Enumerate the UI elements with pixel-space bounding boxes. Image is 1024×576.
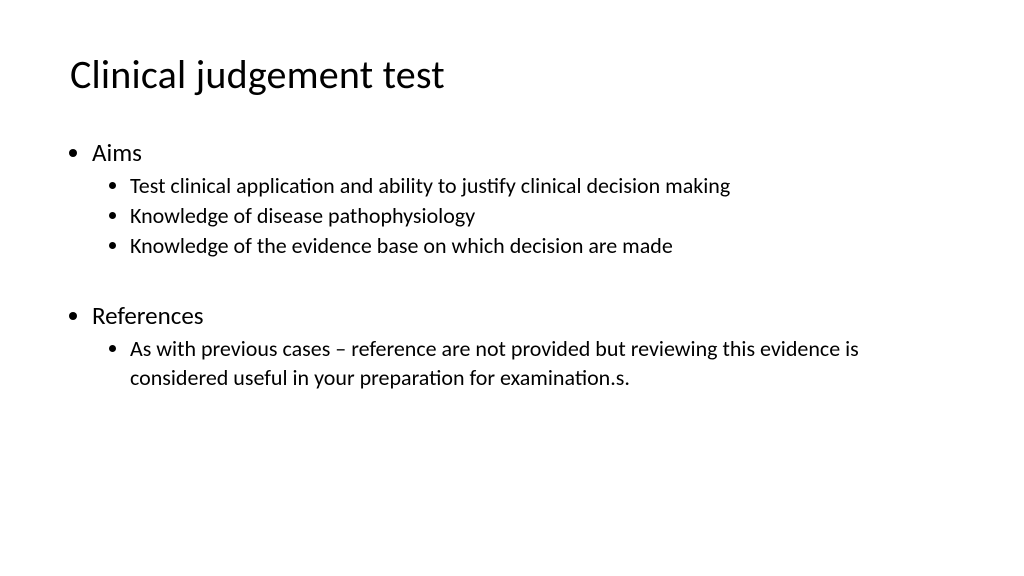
sub-bullet: As with previous cases – reference are n… bbox=[130, 335, 954, 391]
bullet-list: Aims Test clinical application and abili… bbox=[70, 137, 954, 392]
sub-bullet: Knowledge of disease pathophysiology bbox=[130, 202, 954, 230]
sub-bullet-label: As with previous cases – reference are n… bbox=[130, 335, 859, 390]
sub-bullet-list: Test clinical application and ability to… bbox=[92, 172, 954, 260]
sub-bullet-list: As with previous cases – reference are n… bbox=[92, 335, 954, 391]
sub-bullet-label: Knowledge of disease pathophysiology bbox=[130, 202, 475, 229]
sub-bullet-label: Knowledge of the evidence base on which … bbox=[130, 232, 673, 259]
slide-title: Clinical judgement test bbox=[70, 50, 954, 99]
bullet-references: References As with previous cases – refe… bbox=[92, 300, 954, 391]
bullet-aims: Aims Test clinical application and abili… bbox=[92, 137, 954, 260]
sub-bullet-label: Test clinical application and ability to… bbox=[130, 172, 730, 199]
bullet-label: Aims bbox=[92, 137, 142, 168]
bullet-label: References bbox=[92, 300, 204, 331]
sub-bullet: Knowledge of the evidence base on which … bbox=[130, 232, 954, 260]
slide: Clinical judgement test Aims Test clinic… bbox=[0, 0, 1024, 576]
sub-bullet: Test clinical application and ability to… bbox=[130, 172, 954, 200]
